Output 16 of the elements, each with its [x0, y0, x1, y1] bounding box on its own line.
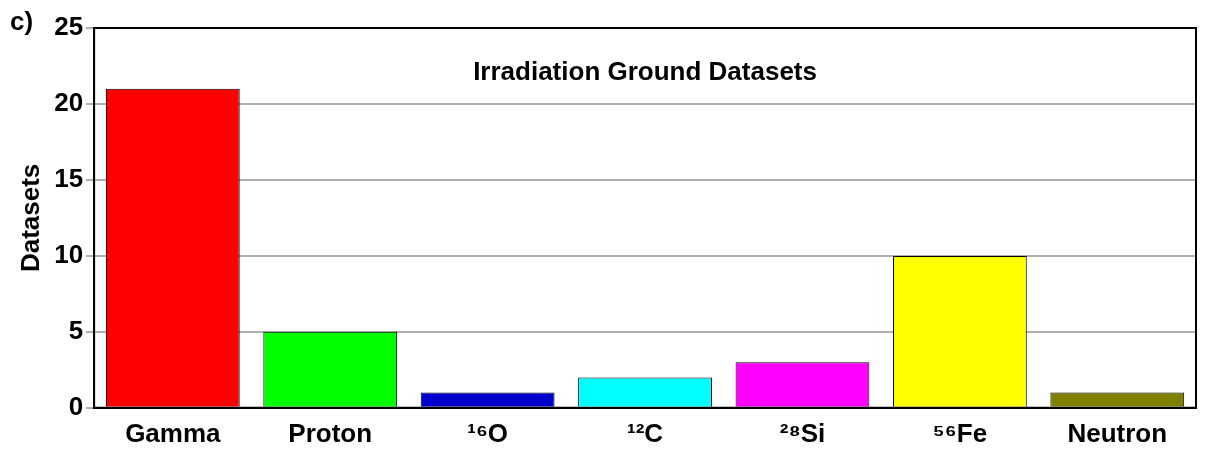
- x-tick-label: Proton: [288, 417, 373, 448]
- x-tick-label: Neutron: [1067, 417, 1168, 448]
- x-tick-label: ⁵⁶Fe: [932, 417, 988, 448]
- x-tick-label: Gamma: [125, 417, 222, 448]
- y-tick-label: 25: [54, 11, 84, 42]
- y-tick-label: 10: [54, 239, 84, 270]
- y-tick-label: 5: [68, 315, 84, 346]
- y-tick-label: 0: [68, 390, 84, 421]
- x-tick-label: ¹²C: [627, 417, 664, 448]
- y-tick-label: 15: [54, 163, 84, 194]
- x-tick-label: ¹⁶O: [467, 417, 509, 448]
- text: Irradiation Ground Datasets: [473, 56, 817, 87]
- text: c): [10, 6, 34, 37]
- y-axis-title: Datasets: [14, 163, 45, 273]
- x-tick-label: ²⁸Si: [779, 417, 826, 448]
- y-tick-label: 20: [54, 87, 84, 118]
